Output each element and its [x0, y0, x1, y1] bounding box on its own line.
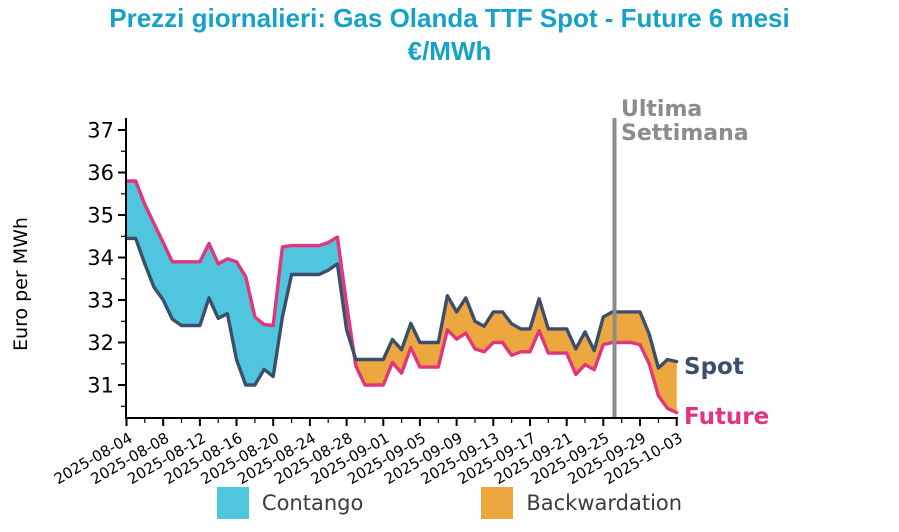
- chart-title: Prezzi giornalieri: Gas Olanda TTF Spot …: [0, 2, 899, 68]
- chart-title-line2: €/MWh: [407, 36, 492, 66]
- axes: 313233343536372025-08-042025-08-082025-0…: [51, 118, 686, 488]
- last-week-label-line2: Settimana: [621, 121, 749, 146]
- backwardation-swatch: [481, 487, 514, 519]
- legend: Contango Backwardation: [0, 487, 899, 519]
- spot-line: [124, 236, 679, 387]
- legend-item-contango: Contango: [216, 487, 364, 519]
- y-tick-label: 32: [87, 331, 114, 355]
- chart-title-line1: Prezzi giornalieri: Gas Olanda TTF Spot …: [109, 3, 790, 33]
- contango-swatch: [216, 487, 249, 519]
- y-tick-label: 34: [87, 246, 114, 270]
- spot-end-label: Spot: [684, 354, 744, 380]
- y-tick-label: 31: [87, 374, 114, 398]
- y-tick-label: 36: [87, 161, 114, 185]
- contango-area: [126, 181, 354, 385]
- legend-item-backwardation: Backwardation: [481, 487, 682, 519]
- last-week-label: Ultima Settimana: [621, 97, 749, 146]
- future-end-label: Future: [684, 404, 769, 430]
- backwardation-area: [354, 295, 677, 413]
- fill-regions: [126, 181, 677, 413]
- y-tick-label: 33: [87, 289, 114, 313]
- future-line: [124, 179, 679, 415]
- last-week-label-line1: Ultima: [621, 97, 702, 122]
- series-lines: [124, 179, 679, 415]
- backwardation-label: Backwardation: [526, 491, 683, 515]
- y-tick-label: 37: [87, 119, 114, 143]
- contango-label: Contango: [261, 491, 364, 515]
- y-tick-label: 35: [87, 204, 114, 228]
